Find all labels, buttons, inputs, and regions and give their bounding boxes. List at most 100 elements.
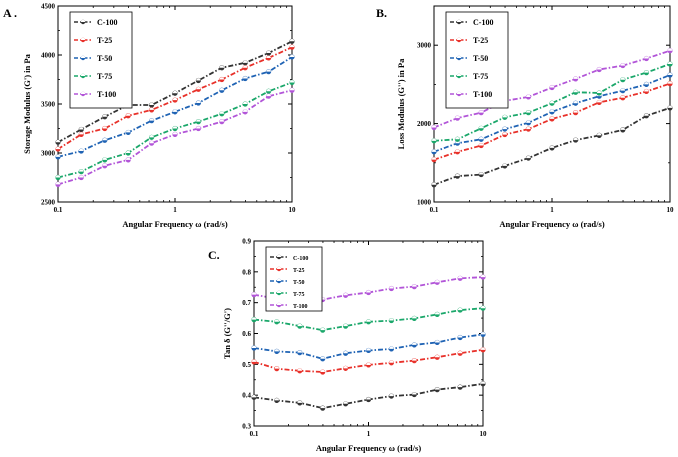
data-point-halfmark [431,125,437,128]
data-point-halfmark [266,50,271,54]
data-point-halfmark [102,163,108,166]
data-point-halfmark [480,305,486,309]
y-tick-label: 0.7 [242,299,251,307]
data-point-halfmark [196,119,201,122]
data-point-halfmark [289,87,295,91]
data-point-halfmark [274,319,280,322]
series-T-50 [55,54,295,160]
y-axis-label: Tan δ (G''/G') [222,308,232,359]
series-C-100 [431,105,673,188]
data-point-halfmark [478,172,484,175]
data-point-halfmark [596,133,602,136]
series-T-25 [251,347,486,375]
data-point-halfmark [289,38,295,42]
data-point-halfmark [219,119,225,122]
data-point-halfmark [320,356,325,359]
data-point-halfmark [596,90,602,94]
data-point-halfmark [149,107,154,110]
legend-label-T-50: T-50 [97,54,112,63]
data-point-halfmark [644,82,649,85]
data-point-halfmark [196,86,201,90]
data-point-halfmark [431,182,437,185]
y-tick-label: 3500 [41,101,56,109]
data-point-halfmark [78,148,84,152]
y-axis-label: Loss Modulus (G'') in Pa [396,58,406,149]
data-point-halfmark [573,110,578,113]
data-point-halfmark [389,360,394,363]
data-point-halfmark [149,140,154,144]
x-axis-label: Angular Frequency ω (rad/s) [122,219,227,229]
data-point-halfmark [196,126,201,129]
data-point-halfmark [457,335,463,338]
legend: C-100 T-25 T-50 T-75 T-100 [445,11,509,109]
data-point-halfmark [251,359,257,362]
legend-label-T-25: T-25 [473,36,488,45]
series-T-100 [55,87,295,187]
data-point-halfmark [455,136,460,140]
x-tick-label: 10 [480,430,488,438]
data-point-halfmark [242,101,248,104]
x-tick-label: 0.1 [250,430,259,438]
data-point-halfmark [431,157,437,160]
data-point-halfmark [55,146,61,150]
y-tick-label: 3000 [417,42,432,50]
data-point-halfmark [667,72,673,75]
data-point-halfmark [412,392,417,395]
data-point-halfmark [644,70,649,73]
y-tick-label: 0.3 [242,423,251,431]
legend: C-100 T-25 T-50 T-75 T-100 [265,246,323,312]
data-point-halfmark [526,126,531,130]
data-point-halfmark [526,155,531,159]
data-point-halfmark [343,350,348,354]
data-point-halfmark [549,116,555,119]
data-point-halfmark [366,319,371,322]
data-point-halfmark [412,316,417,319]
x-tick-label: 1 [367,430,371,438]
data-point-halfmark [573,76,578,79]
data-point-halfmark [480,274,486,278]
data-point-halfmark [242,76,248,79]
data-point-halfmark [196,100,201,104]
data-point-halfmark [549,100,555,104]
data-point-halfmark [102,126,108,129]
y-tick-label: 3000 [41,150,56,158]
data-point-halfmark [434,340,440,343]
data-point-halfmark [480,347,486,350]
legend-marker-half [80,91,86,94]
data-point-halfmark [502,132,508,135]
data-point-halfmark [526,120,531,123]
series-line-T-50 [433,74,671,153]
data-point-halfmark [644,89,649,92]
x-axis-label: Angular Frequency ω (rad/s) [499,219,604,229]
series-C-100 [251,381,486,411]
legend-marker-half [80,55,86,58]
data-point-halfmark [366,290,371,293]
chart-panel-C: C. 0.1 1 10 0.3 0.4 0.5 0.6 0.7 0.8 0.9 Angular Fre… [208,238,487,454]
data-point-halfmark [320,405,325,409]
data-point-halfmark [172,97,178,101]
y-tick-label: 4000 [41,52,56,60]
data-point-halfmark [389,286,394,289]
legend-label-C-100: C-100 [293,256,308,262]
chart-panel-A: A . 0.1 1 10 2500 3000 3500 4000 4500 Angular Fre… [3,3,296,230]
data-point-halfmark [149,118,154,121]
x-tick-label: 0.1 [430,206,439,214]
data-point-halfmark [667,105,673,108]
legend-marker-half [276,266,282,269]
series-line-T-75 [433,63,671,142]
data-point-halfmark [320,327,325,331]
series-T-75 [251,305,486,333]
legend-marker-half [456,73,462,76]
data-point-halfmark [667,48,673,51]
data-point-halfmark [266,55,271,58]
data-point-halfmark [596,100,602,103]
legend-label-T-100: T-100 [293,304,307,310]
series-T-75 [55,79,295,181]
legend-box [445,11,509,109]
legend-label-T-50: T-50 [473,54,488,63]
x-tick-label: 10 [289,206,297,214]
data-point-halfmark [102,157,108,160]
legend-marker-half [276,290,282,293]
y-tick-label: 4500 [41,3,56,11]
series-T-25 [55,44,295,152]
